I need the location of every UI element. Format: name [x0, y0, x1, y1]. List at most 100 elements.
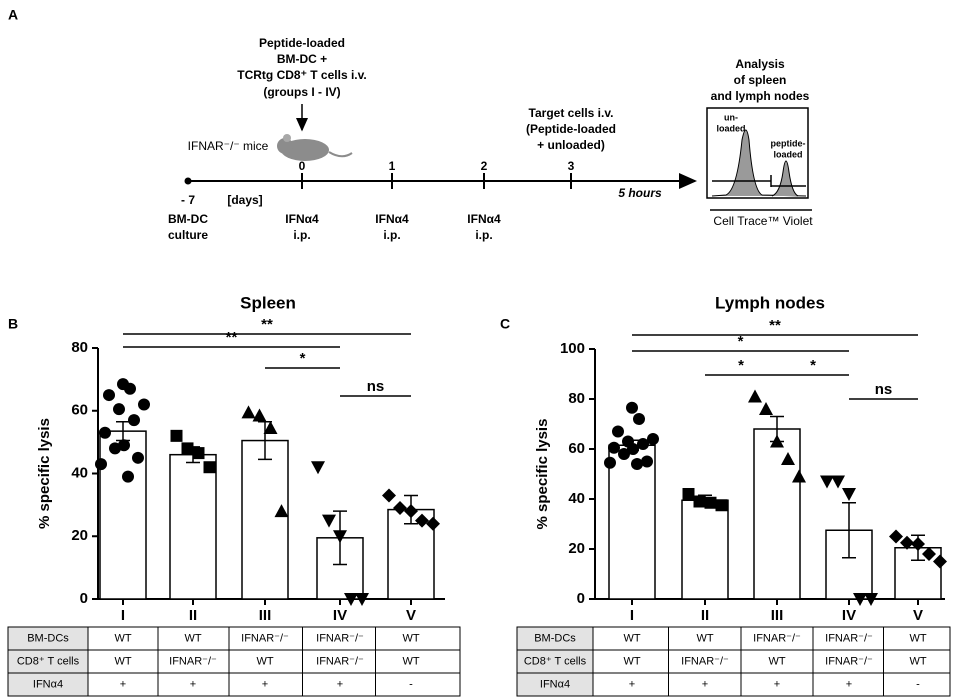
data-point — [99, 426, 111, 439]
data-point — [118, 439, 130, 452]
data-point — [109, 442, 121, 455]
significance-label: * — [810, 357, 816, 374]
table-cell-text: - — [409, 678, 413, 690]
inset-label: loaded — [716, 123, 745, 133]
y-axis-label: % specific lysis — [534, 419, 551, 530]
data-point — [922, 547, 936, 561]
inset-label: un- — [724, 112, 738, 122]
data-point — [124, 382, 136, 395]
table-cell-text: IFNAR⁻/⁻ — [169, 655, 217, 667]
table-cell-text: + — [629, 678, 635, 690]
table-cell-text: WT — [623, 655, 640, 667]
data-point — [241, 405, 256, 419]
x-tick-label: IV — [333, 607, 347, 624]
data-point — [322, 514, 336, 528]
transfer-label: (groups I - IV) — [263, 85, 340, 99]
data-point — [344, 593, 358, 606]
data-point — [103, 389, 115, 402]
table-cell-text: WT — [114, 632, 131, 644]
table-cell-text: + — [120, 678, 126, 690]
data-point — [333, 530, 347, 544]
bar — [608, 444, 656, 600]
x-tick-label: V — [406, 607, 416, 624]
data-point — [382, 488, 396, 503]
data-point — [128, 414, 140, 427]
error-bar — [258, 420, 272, 461]
target-label: + unloaded) — [537, 138, 605, 152]
data-point — [263, 421, 278, 435]
y-tick-label: 60 — [71, 402, 88, 419]
data-point — [831, 475, 845, 489]
day-label: - 7 — [181, 193, 195, 207]
data-point — [900, 535, 914, 550]
transfer-label: TCRtg CD8⁺ T cells i.v. — [237, 68, 366, 82]
transfer-label: Peptide-loaded — [259, 36, 345, 50]
panel-a: A - 7 0 1 2 3 [days] BM-DC culture — [8, 7, 813, 242]
x-tick-label: IV — [842, 607, 856, 624]
data-point — [393, 501, 407, 516]
x-tick-label: V — [913, 607, 923, 624]
table-cell-text: WT — [768, 655, 785, 667]
data-point — [933, 554, 947, 569]
duration-label: 5 hours — [618, 186, 662, 200]
table-row-label: BM-DCs — [534, 632, 576, 644]
data-point — [274, 504, 289, 518]
treatment-label: i.p. — [293, 228, 310, 242]
day-label: 2 — [481, 159, 488, 173]
y-tick-label: 80 — [71, 339, 88, 356]
data-point — [842, 488, 856, 501]
data-point — [647, 433, 659, 445]
bar — [387, 508, 435, 600]
panel-letter: A — [8, 7, 18, 23]
chart-title: Spleen — [240, 293, 296, 312]
y-tick-label: 60 — [568, 440, 585, 457]
data-point — [132, 451, 144, 464]
data-point — [203, 461, 216, 474]
bar — [241, 439, 289, 600]
analysis-label: of spleen — [734, 73, 787, 87]
bar-chart: Lymph nodes % specific lysis 0 20 40 60 80 100 I… — [516, 293, 951, 697]
table-cell-text: IFNAR⁻/⁻ — [316, 655, 364, 667]
table-cell-text: WT — [184, 632, 201, 644]
table-cell-text: + — [262, 678, 268, 690]
data-point — [415, 513, 429, 528]
data-point — [889, 529, 903, 544]
data-point — [864, 593, 878, 606]
y-tick-label: 40 — [568, 490, 585, 507]
x-tick-label: II — [189, 607, 197, 624]
table-row-label: CD8⁺ T cells — [524, 655, 587, 667]
x-tick-label: II — [701, 607, 709, 624]
analysis-label: Analysis — [735, 57, 785, 71]
significance-label: ns — [875, 381, 893, 398]
table-cell-text: IFNAR⁻/⁻ — [825, 632, 873, 644]
day-label: 0 — [299, 159, 306, 173]
table-row-label: IFNα4 — [540, 678, 570, 690]
data-point — [252, 408, 267, 422]
table-cell-text: WT — [623, 632, 640, 644]
table-cell-text: + — [774, 678, 780, 690]
data-point — [853, 593, 867, 606]
inset-label: peptide- — [771, 138, 806, 148]
x-tick-label: III — [259, 607, 272, 624]
target-label: (Peptide-loaded — [526, 122, 616, 136]
table-cell-text: + — [846, 678, 852, 690]
analysis-label: and lymph nodes — [711, 89, 810, 103]
table-cell-text: WT — [114, 655, 131, 667]
x-tick-label: I — [630, 607, 634, 624]
x-tick-label: I — [121, 607, 125, 624]
target-label: Target cells i.v. — [529, 106, 614, 120]
data-point — [633, 413, 645, 425]
bar — [169, 453, 217, 600]
mouse — [277, 134, 353, 161]
data-point — [95, 458, 107, 471]
table-cell — [883, 672, 951, 697]
data-point — [637, 438, 649, 450]
table-cell-text: - — [916, 678, 920, 690]
table-cell-text: + — [337, 678, 343, 690]
data-point — [704, 496, 717, 509]
table-row-label: CD8⁺ T cells — [17, 655, 80, 667]
table-cell-text: WT — [696, 632, 713, 644]
chart-title: Lymph nodes — [715, 293, 825, 312]
table-cell-text: WT — [909, 632, 926, 644]
